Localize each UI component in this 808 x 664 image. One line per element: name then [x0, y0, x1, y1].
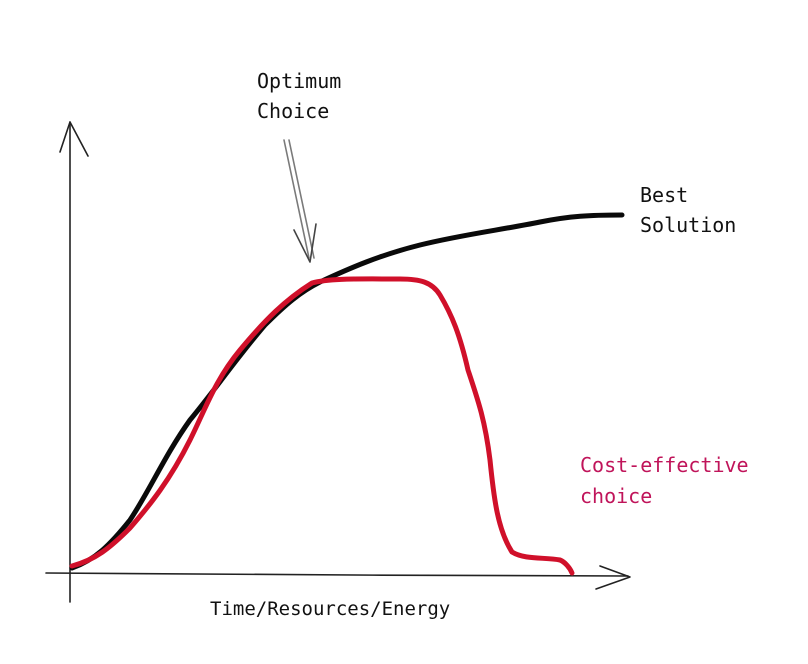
cost-effective-label-line2: choice — [580, 484, 652, 508]
optimum-label-line1: Optimum — [257, 69, 341, 93]
cost-effective-label-line1: Cost-effective — [580, 453, 749, 477]
optimum-arrow-shaft — [283, 139, 315, 259]
best-solution-label-line2: Solution — [640, 213, 736, 237]
y-axis-arrowhead — [59, 121, 89, 157]
cost-effective-curve — [69, 276, 575, 576]
optimum-label-line2: Choice — [257, 99, 329, 123]
optimum-arrowhead — [293, 223, 317, 263]
best-solution-curve — [69, 212, 625, 571]
x-axis-label: Time/Resources/Energy — [210, 598, 450, 620]
x-axis-arrowhead — [595, 565, 631, 590]
x-axis-line — [45, 572, 629, 577]
best-solution-label-line1: Best — [640, 183, 688, 207]
